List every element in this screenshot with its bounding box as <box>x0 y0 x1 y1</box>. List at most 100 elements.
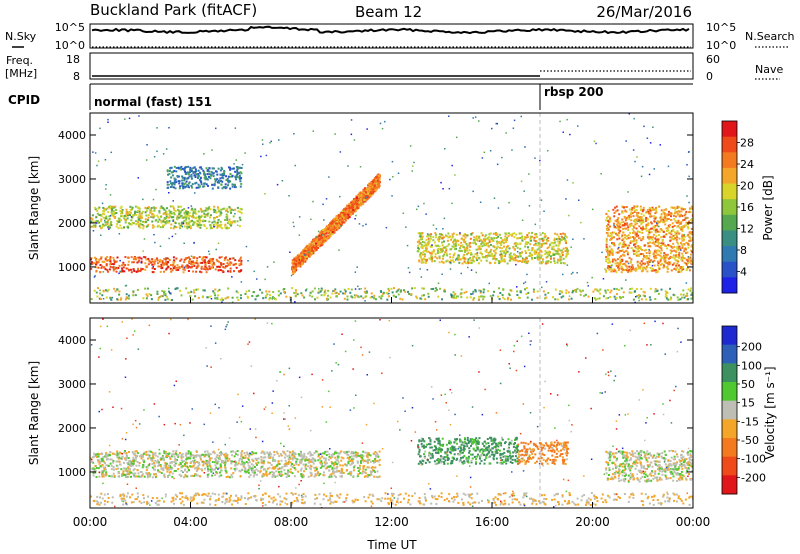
data-pixel <box>637 234 640 237</box>
data-pixel <box>104 268 107 271</box>
data-pixel <box>640 212 643 215</box>
clutter-pixel <box>105 296 108 299</box>
data-pixel <box>654 254 657 257</box>
data-pixel <box>347 214 350 217</box>
data-pixel <box>111 214 114 217</box>
data-pixel <box>560 262 562 265</box>
data-pixel <box>173 169 176 172</box>
data-pixel <box>557 258 560 261</box>
data-pixel <box>497 235 500 238</box>
data-pixel <box>112 267 115 270</box>
data-pixel <box>685 241 688 244</box>
data-pixel <box>419 234 422 237</box>
data-pixel <box>626 260 629 263</box>
data-pixel <box>154 219 157 222</box>
data-pixel <box>431 260 434 263</box>
clutter-pixel <box>536 290 539 293</box>
data-pixel <box>149 211 152 214</box>
data-pixel <box>219 220 222 223</box>
data-pixel <box>194 182 197 185</box>
clutter-pixel <box>324 292 327 295</box>
data-pixel <box>628 237 631 240</box>
data-pixel <box>165 217 168 220</box>
data-pixel <box>177 268 180 271</box>
scatter-pixel <box>347 165 349 167</box>
clutter-pixel <box>450 293 453 296</box>
scatter-pixel <box>613 224 615 227</box>
clutter-pixel <box>156 293 159 295</box>
data-pixel <box>646 209 649 211</box>
data-pixel <box>308 249 311 252</box>
data-pixel <box>110 212 113 215</box>
data-pixel <box>478 247 481 250</box>
data-pixel <box>642 258 645 261</box>
data-pixel <box>621 249 624 252</box>
data-pixel <box>105 263 108 266</box>
data-pixel <box>191 265 193 268</box>
data-pixel <box>637 265 640 268</box>
data-pixel <box>629 208 631 211</box>
data-pixel <box>147 223 150 226</box>
data-pixel <box>620 250 623 252</box>
data-pixel <box>622 231 625 234</box>
data-pixel <box>529 243 532 246</box>
data-pixel <box>627 226 630 229</box>
data-pixel <box>174 178 177 181</box>
data-pixel <box>315 240 318 242</box>
clutter-pixel <box>285 295 288 298</box>
data-pixel <box>120 205 123 208</box>
data-pixel <box>192 260 195 263</box>
data-pixel <box>648 238 651 241</box>
data-pixel <box>455 257 458 260</box>
data-pixel <box>654 244 657 247</box>
data-pixel <box>200 265 203 268</box>
data-pixel <box>658 205 661 208</box>
data-pixel <box>368 186 371 189</box>
data-pixel <box>294 260 296 263</box>
clutter-pixel <box>408 292 411 295</box>
clutter-pixel <box>544 297 546 300</box>
data-pixel <box>485 238 488 241</box>
clutter-pixel <box>179 289 182 292</box>
clutter-pixel <box>604 289 607 292</box>
data-pixel <box>495 234 498 236</box>
clutter-pixel <box>373 294 376 297</box>
data-pixel <box>430 252 433 255</box>
data-pixel <box>681 236 684 239</box>
data-pixel <box>650 231 653 233</box>
scatter-pixel <box>411 165 414 167</box>
data-pixel <box>464 247 467 250</box>
scatter-pixel <box>583 238 585 240</box>
clutter-pixel <box>350 288 353 291</box>
data-pixel <box>441 237 444 240</box>
data-pixel <box>425 249 428 252</box>
clutter-pixel <box>598 297 601 300</box>
data-pixel <box>332 220 335 223</box>
data-pixel <box>185 180 188 183</box>
data-pixel <box>172 216 175 219</box>
data-pixel <box>200 216 203 218</box>
data-pixel <box>635 205 638 208</box>
scatter-pixel <box>416 208 418 211</box>
data-pixel <box>362 192 364 195</box>
data-pixel <box>228 218 231 221</box>
data-pixel <box>106 259 109 262</box>
scatter-pixel <box>448 115 450 117</box>
scatter-pixel <box>449 268 452 270</box>
data-pixel <box>506 262 509 265</box>
data-pixel <box>607 219 610 222</box>
data-pixel <box>293 267 296 270</box>
data-pixel <box>640 227 642 230</box>
clutter-pixel <box>657 292 660 295</box>
data-pixel <box>621 218 624 221</box>
data-pixel <box>611 249 614 252</box>
scatter-pixel <box>190 205 193 207</box>
clutter-pixel <box>443 288 446 291</box>
data-pixel <box>191 183 194 186</box>
data-pixel <box>161 260 164 263</box>
clutter-pixel <box>277 294 280 297</box>
data-pixel <box>112 210 115 213</box>
data-pixel <box>420 243 423 246</box>
data-pixel <box>203 182 206 185</box>
clutter-pixel <box>146 287 149 290</box>
